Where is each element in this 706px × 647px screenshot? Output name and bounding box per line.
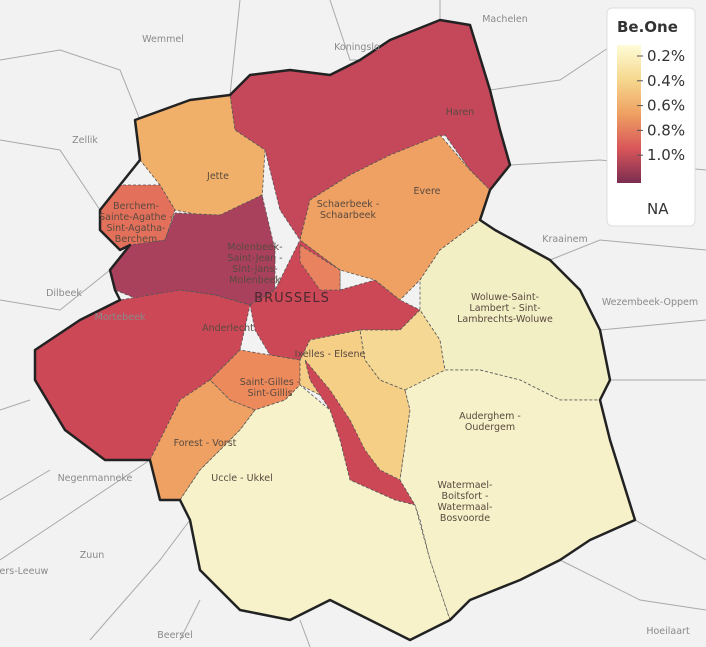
region — [299, 244, 341, 291]
region-label: Evere — [413, 186, 440, 197]
place-label: Mortebeek — [95, 312, 146, 323]
region-outline — [33, 18, 637, 642]
region-labels: Haren Jette Berchem-Sainte-Agathe -Sint-… — [99, 107, 553, 524]
region-label: Haren — [446, 107, 475, 118]
regions — [33, 18, 637, 642]
place-label: Machelen — [482, 14, 528, 25]
legend-label: 0.2% — [647, 47, 685, 65]
region-label: Saint-Gilles -Sint-Gillis — [240, 377, 301, 399]
legend-na-swatch — [617, 192, 641, 208]
place-label: Wemmel — [142, 34, 184, 45]
legend-label: 1.0% — [647, 146, 685, 164]
legend-na: NA — [647, 200, 669, 218]
legend-label: 0.4% — [647, 72, 685, 90]
place-label: Hoeilaart — [646, 626, 690, 637]
region-label: Schaerbeek -Schaarbeek — [317, 199, 380, 221]
place-label: Negenmanneke — [58, 473, 133, 484]
place-label: Dilbeek — [46, 288, 82, 299]
legend-colorbar — [617, 45, 641, 183]
legend-ticks: 0.2% 0.4% 0.6% 0.8% 1.0% — [637, 47, 685, 164]
region — [209, 349, 301, 411]
region — [359, 309, 446, 401]
region-label: Forest - Vorst — [174, 438, 237, 449]
region-label: Jette — [206, 171, 229, 182]
region-label: Molenbeek-Saint-Jean -Sint-Jans-Molenbee… — [227, 242, 282, 286]
place-label: Beersel — [157, 630, 193, 641]
legend-label: 0.8% — [647, 121, 685, 139]
region-label: Auderghem -Oudergem — [459, 411, 521, 433]
place-label: Wezembeek-Oppem — [602, 297, 698, 308]
place-label: Zuun — [80, 550, 105, 561]
legend-label: 0.6% — [647, 97, 685, 115]
legend: Be.One 0.2% 0.4% 0.6% 0.8% 1.0% NA — [606, 7, 696, 227]
region-label: Anderlecht — [202, 323, 254, 334]
place-label: Zellik — [72, 135, 98, 146]
place-labels: Machelen Wemmel Koningslo Zellik Dilbeek… — [0, 14, 698, 641]
city-label: BRUSSELS — [254, 291, 330, 306]
place-label: Pieters-Leeuw — [0, 566, 48, 577]
region — [109, 194, 276, 306]
region-label: Watermael-Boitsfort -Watermaal-Bosvoorde — [438, 480, 493, 524]
region-label: Uccle - Ukkel — [211, 473, 272, 484]
place-label: Koningslo — [334, 42, 380, 53]
region-label: Ixelles - Elsene — [295, 349, 366, 360]
region-label: Woluwe-Saint-Lambert - Sint-Lambrechts-W… — [457, 292, 553, 325]
legend-title: Be.One — [617, 18, 678, 36]
place-label: Kraainem — [542, 234, 588, 245]
region-label: Berchem-Sainte-Agathe -Sint-Agatha-Berch… — [99, 201, 173, 245]
